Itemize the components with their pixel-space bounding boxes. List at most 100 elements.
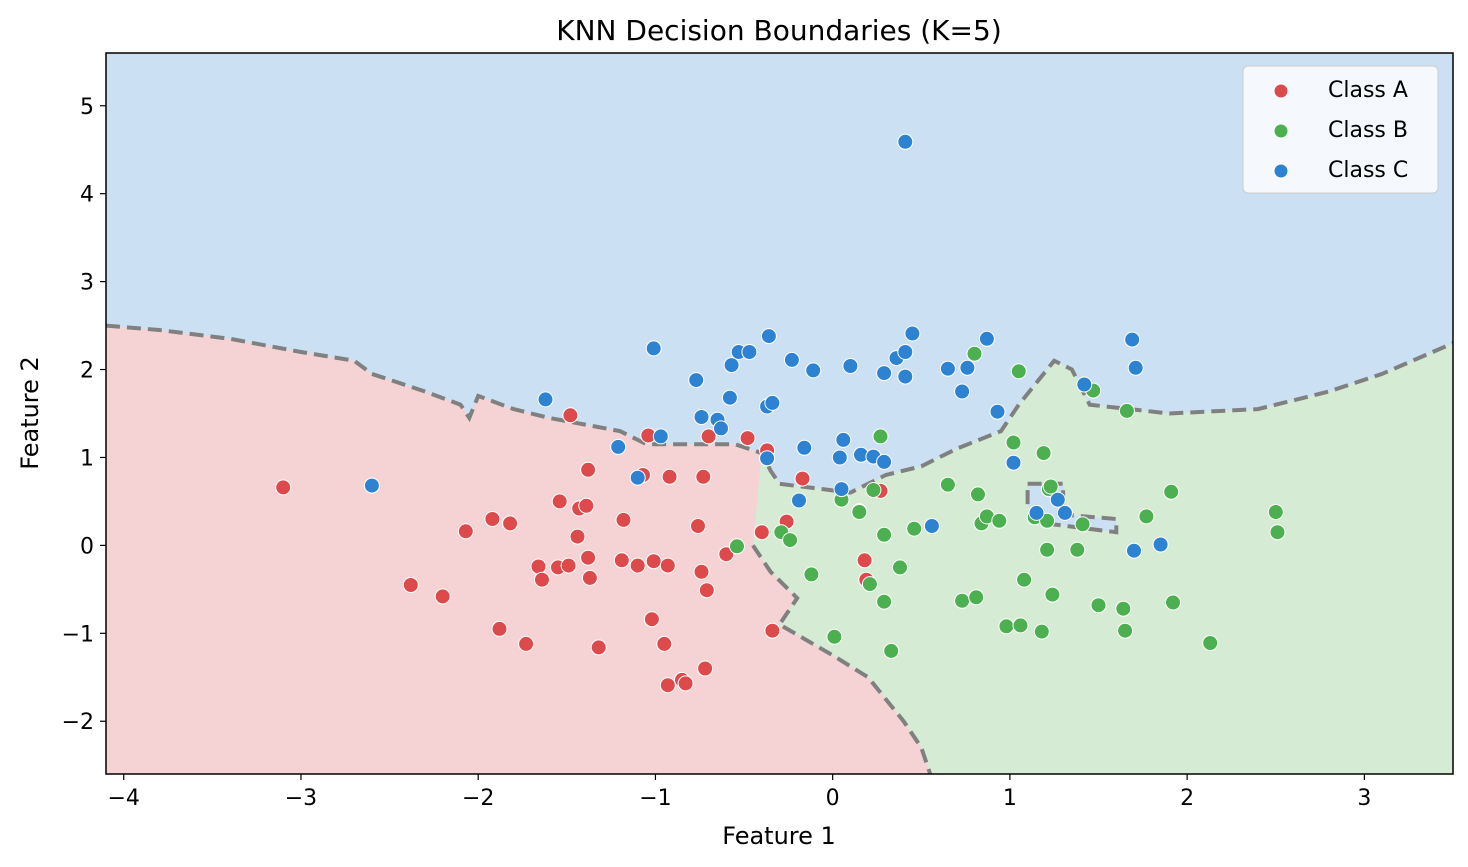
point-class-a [534, 571, 550, 588]
point-class-b [1044, 586, 1061, 603]
point-class-c [833, 481, 850, 498]
y-axis-ticks: −2 −1 0 1 2 3 4 5 [62, 95, 106, 735]
point-class-c [1124, 331, 1141, 348]
point-class-a [491, 620, 508, 637]
point-class-b [1005, 434, 1022, 451]
x-tick-label: 0 [826, 786, 840, 811]
point-class-c [1076, 376, 1093, 393]
point-class-a [590, 639, 607, 656]
point-class-c [629, 469, 646, 486]
point-class-c [759, 450, 776, 467]
point-class-a [562, 407, 579, 424]
point-class-b [1033, 623, 1050, 640]
point-class-a [613, 552, 630, 569]
point-class-b [991, 512, 1008, 529]
x-tick-label: −4 [108, 786, 140, 811]
point-class-c [1152, 536, 1169, 553]
point-class-b [851, 504, 868, 520]
point-class-b [1069, 541, 1086, 558]
point-class-a [700, 428, 717, 445]
y-tick-label: 2 [80, 359, 94, 384]
point-class-b [876, 526, 893, 543]
y-tick-label: 5 [80, 95, 94, 120]
x-tick-label: 1 [1003, 786, 1017, 811]
point-class-b [1115, 600, 1132, 617]
point-class-b [1118, 402, 1135, 419]
point-class-b [872, 428, 889, 445]
x-tick-label: −1 [639, 786, 671, 811]
point-class-a [484, 511, 501, 527]
point-class-a [677, 675, 694, 692]
point-class-b [968, 589, 985, 606]
point-class-c [1049, 491, 1066, 508]
legend: Class A Class B Class C [1242, 65, 1439, 194]
point-class-a [581, 569, 598, 586]
y-tick-label: −1 [62, 622, 94, 647]
point-class-a [753, 524, 770, 541]
point-class-c [989, 403, 1006, 420]
x-tick-label: −3 [285, 786, 317, 811]
point-class-b [970, 486, 986, 503]
boundary-line-island [1025, 481, 1119, 535]
y-axis-label: Feature 2 [16, 356, 44, 470]
point-class-b [892, 559, 908, 576]
point-class-a [275, 479, 292, 496]
point-class-a [661, 468, 678, 485]
point-class-a [659, 677, 676, 694]
point-class-c [610, 438, 627, 455]
point-class-c [876, 453, 893, 470]
point-class-c [1127, 359, 1144, 376]
point-class-b [1012, 617, 1029, 634]
point-class-a [580, 461, 597, 478]
point-class-c [652, 428, 669, 445]
point-class-a [434, 588, 451, 605]
point-class-c [897, 368, 914, 385]
point-class-c [842, 358, 859, 374]
point-class-b [883, 642, 900, 659]
point-class-a [695, 468, 712, 485]
point-class-a [402, 577, 419, 593]
y-tick-label: 4 [80, 183, 94, 208]
y-tick-label: −2 [62, 710, 94, 735]
point-class-c [721, 389, 738, 406]
x-tick-label: 2 [1180, 786, 1194, 811]
region-class-a [106, 325, 931, 774]
point-class-c [978, 330, 995, 347]
point-class-a [580, 549, 597, 566]
x-axis-label: Feature 1 [722, 822, 836, 850]
point-class-b [1202, 635, 1219, 651]
point-class-b [1042, 478, 1059, 495]
x-axis-ticks: −4 −3 −2 −1 0 1 2 3 [108, 774, 1371, 811]
boundary-line-ab [751, 544, 933, 774]
point-class-c [713, 420, 729, 437]
point-class-b [954, 592, 971, 609]
legend-label-class-b: Class B [1328, 118, 1408, 143]
point-class-c [1028, 504, 1045, 521]
point-class-c [897, 344, 914, 360]
point-class-c [1126, 542, 1142, 559]
point-class-b [1039, 512, 1056, 529]
point-class-c [760, 328, 777, 345]
point-class-c [904, 325, 921, 342]
y-tick-label: 0 [80, 534, 94, 559]
point-class-b [1090, 597, 1107, 614]
point-class-c [783, 351, 800, 368]
boundary-line-ac [106, 323, 1453, 495]
region-class-b [752, 343, 1453, 774]
plot-frame [105, 52, 1454, 775]
point-class-a [693, 563, 710, 580]
point-class-b [966, 345, 983, 362]
legend-label-class-a: Class A [1328, 78, 1408, 103]
point-class-c [764, 394, 781, 411]
point-class-a [645, 553, 662, 570]
point-class-b [1039, 541, 1056, 558]
point-class-a [697, 660, 714, 677]
point-class-c [1056, 504, 1073, 521]
point-class-b [1163, 483, 1180, 500]
point-class-c [363, 477, 380, 494]
x-tick-label: 3 [1357, 786, 1371, 811]
point-class-c [791, 492, 807, 509]
point-class-c [805, 362, 822, 379]
point-class-b [782, 532, 799, 549]
